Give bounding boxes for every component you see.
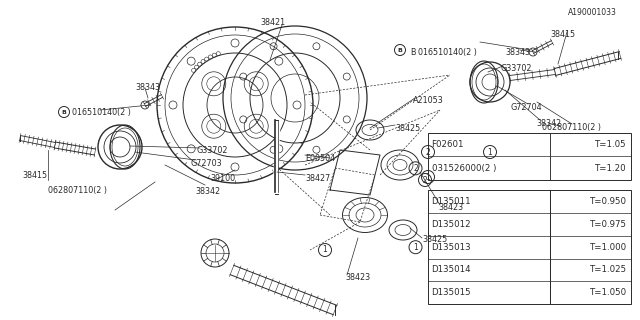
Text: T=1.20: T=1.20 [595, 164, 627, 173]
Text: D135013: D135013 [431, 243, 471, 252]
Text: A21053: A21053 [413, 95, 444, 105]
Text: 016510140(2 ): 016510140(2 ) [418, 47, 477, 57]
Text: T=1.05: T=1.05 [595, 140, 627, 149]
Text: 031526000(2 ): 031526000(2 ) [431, 164, 496, 173]
Text: T=1.000: T=1.000 [590, 243, 627, 252]
Text: A190001033: A190001033 [568, 8, 617, 17]
Bar [428, 133, 631, 180]
Bar [428, 190, 631, 304]
Text: E00504: E00504 [305, 154, 335, 163]
Text: T=1.050: T=1.050 [590, 288, 627, 297]
Text: D135011: D135011 [431, 197, 471, 206]
Text: B: B [61, 109, 67, 115]
Text: 38415: 38415 [550, 29, 575, 38]
Text: 38421: 38421 [260, 18, 285, 27]
Text: 062807110(2 ): 062807110(2 ) [48, 186, 107, 195]
Text: 2: 2 [413, 164, 418, 173]
Text: 38342: 38342 [536, 118, 561, 127]
Text: 38425: 38425 [395, 124, 420, 132]
Text: G72703: G72703 [190, 158, 221, 167]
Text: T=1.025: T=1.025 [590, 265, 627, 275]
Text: G33702: G33702 [196, 146, 227, 155]
Text: F02601: F02601 [431, 140, 464, 149]
Text: 016510140(2 ): 016510140(2 ) [72, 108, 131, 116]
Text: 062807110(2 ): 062807110(2 ) [542, 123, 601, 132]
Text: T=0.975: T=0.975 [590, 220, 627, 229]
Text: G72704: G72704 [510, 102, 541, 111]
Text: 38342: 38342 [195, 188, 220, 196]
Text: 38423: 38423 [345, 274, 370, 283]
Text: T=0.950: T=0.950 [590, 197, 627, 206]
Text: 38343: 38343 [135, 83, 160, 92]
Text: 38425: 38425 [422, 236, 447, 244]
Text: G33702: G33702 [500, 63, 531, 73]
Text: D135014: D135014 [431, 265, 471, 275]
Text: 1: 1 [426, 172, 430, 181]
Text: B: B [410, 47, 415, 57]
Text: 1: 1 [323, 245, 328, 254]
Text: 38415: 38415 [22, 171, 47, 180]
Text: 38423: 38423 [438, 204, 463, 212]
Text: 1: 1 [488, 148, 492, 156]
Text: 39100: 39100 [210, 173, 235, 182]
Text: D135012: D135012 [431, 220, 471, 229]
Text: 38427: 38427 [305, 173, 330, 182]
Text: 38343: 38343 [505, 47, 530, 57]
Text: 2: 2 [422, 175, 428, 185]
Text: B: B [397, 47, 403, 52]
Text: 1: 1 [413, 243, 418, 252]
Text: 2: 2 [426, 148, 430, 156]
Text: D135015: D135015 [431, 288, 471, 297]
